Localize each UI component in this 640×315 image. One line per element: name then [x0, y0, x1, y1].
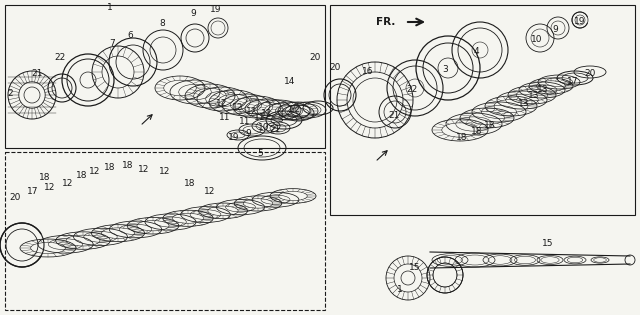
Text: 18: 18 [184, 179, 196, 187]
Text: 12: 12 [90, 168, 100, 176]
Text: 12: 12 [204, 187, 216, 197]
Text: 17: 17 [28, 187, 39, 197]
Text: 18: 18 [484, 121, 496, 129]
Text: 8: 8 [159, 20, 165, 28]
Text: 18: 18 [39, 174, 51, 182]
Text: 6: 6 [127, 31, 133, 39]
Text: 10: 10 [259, 123, 269, 133]
Text: 12: 12 [232, 104, 244, 112]
Text: 18: 18 [456, 134, 468, 142]
Text: 19: 19 [211, 5, 221, 14]
Text: 18: 18 [122, 161, 134, 169]
Text: 9: 9 [552, 26, 558, 35]
Text: 12: 12 [216, 100, 228, 108]
Text: 13: 13 [518, 99, 530, 107]
Text: 1: 1 [107, 3, 113, 13]
Text: 20: 20 [10, 193, 20, 203]
Text: 21: 21 [388, 112, 400, 121]
Text: 12: 12 [138, 165, 150, 175]
Text: 11: 11 [220, 113, 231, 123]
Bar [5, 5, 325, 148]
Text: 18: 18 [471, 128, 483, 136]
Text: 21: 21 [31, 68, 43, 77]
Text: 12: 12 [159, 168, 171, 176]
Text: 13: 13 [537, 85, 548, 94]
Text: 20: 20 [309, 54, 321, 62]
Text: 15: 15 [409, 264, 420, 272]
Text: 9: 9 [190, 9, 196, 19]
Text: 11: 11 [254, 113, 266, 123]
Text: 20: 20 [330, 64, 340, 72]
Text: 20: 20 [584, 70, 596, 78]
Bar [330, 5, 635, 215]
Bar [5, 152, 325, 310]
Text: 19: 19 [228, 134, 240, 142]
Text: 9: 9 [245, 129, 251, 138]
Text: 11: 11 [239, 117, 251, 127]
Text: 15: 15 [542, 238, 554, 248]
Text: 21: 21 [269, 125, 281, 135]
Text: 12: 12 [44, 184, 56, 192]
Text: 12: 12 [62, 179, 74, 187]
Text: 18: 18 [104, 163, 116, 173]
Text: 22: 22 [289, 106, 301, 114]
Text: 4: 4 [473, 48, 479, 56]
Text: 12: 12 [246, 107, 258, 117]
Text: FR.: FR. [376, 17, 395, 27]
Text: 7: 7 [109, 39, 115, 49]
Text: 1: 1 [397, 285, 403, 295]
Text: 17: 17 [567, 77, 579, 87]
Text: 19: 19 [574, 18, 586, 26]
Text: 5: 5 [257, 148, 263, 158]
Text: 3: 3 [442, 66, 448, 75]
Text: 12: 12 [261, 108, 273, 117]
Text: 16: 16 [362, 67, 374, 77]
Text: 14: 14 [284, 77, 296, 87]
Text: 3: 3 [277, 116, 283, 124]
Text: 22: 22 [54, 53, 66, 61]
Text: 22: 22 [406, 85, 418, 94]
Text: 13: 13 [528, 91, 540, 100]
Text: 18: 18 [76, 170, 88, 180]
Text: 2: 2 [7, 89, 13, 99]
Text: 10: 10 [531, 36, 543, 44]
